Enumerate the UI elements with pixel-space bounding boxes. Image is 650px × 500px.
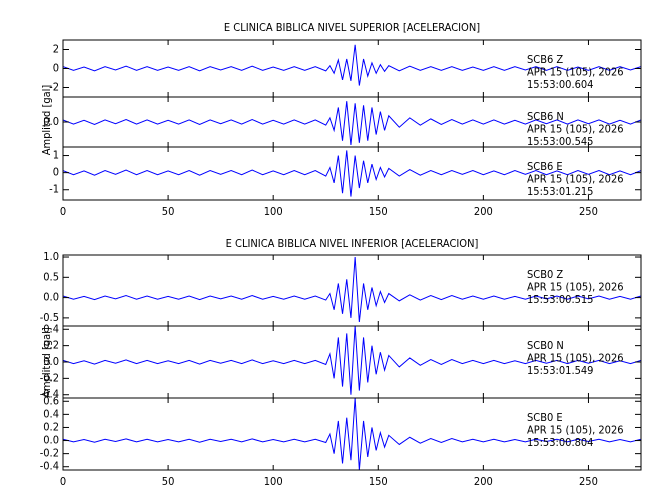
y-tick-label: 1.0 xyxy=(43,250,59,263)
y-tick-label: 0.2 xyxy=(43,420,59,433)
trace-annotation: APR 15 (105), 2026 xyxy=(527,123,624,136)
y-tick-label: -0.5 xyxy=(40,311,59,324)
x-tick-label: 250 xyxy=(579,475,598,488)
trace-annotation: 15:53:00.515 xyxy=(527,293,593,306)
y-axis-label: Amplitud [gal] xyxy=(40,85,53,156)
waveform xyxy=(63,326,641,395)
trace-annotation: 15:53:01.215 xyxy=(527,185,593,198)
trace-annotation: 15:53:00.545 xyxy=(527,135,593,148)
trace-annotation: SCB0 Z xyxy=(527,268,563,281)
y-tick-label: 1 xyxy=(53,149,59,162)
x-tick-label: 0 xyxy=(60,205,66,218)
waveform xyxy=(63,256,641,322)
y-tick-label: 0.0 xyxy=(43,434,59,447)
y-tick-label: -0.4 xyxy=(40,388,59,401)
y-tick-label: -2 xyxy=(49,81,59,94)
trace-annotation: SCB6 E xyxy=(527,160,563,173)
trace-annotation: APR 15 (105), 2026 xyxy=(527,66,624,79)
y-tick-label: 0.2 xyxy=(43,339,59,352)
x-tick-label: 50 xyxy=(162,475,175,488)
trace-annotation: APR 15 (105), 2026 xyxy=(527,173,624,186)
y-tick-label: 0.4 xyxy=(43,407,59,420)
y-tick-label: 0.4 xyxy=(43,322,59,335)
y-tick-label: -0.2 xyxy=(40,447,59,460)
waveform xyxy=(63,101,641,145)
y-tick-label: -0.2 xyxy=(40,371,59,384)
plot-frame xyxy=(62,146,642,201)
plot-frame xyxy=(62,397,642,471)
y-tick-label: 0.0 xyxy=(43,115,59,128)
x-tick-label: 100 xyxy=(264,205,283,218)
trace-annotation: APR 15 (105), 2026 xyxy=(527,424,624,437)
trace-annotation: SCB6 Z xyxy=(527,53,563,66)
chart-title: E CLINICA BIBLICA NIVEL INFERIOR [ACELER… xyxy=(226,237,479,250)
trace-annotation: SCB0 E xyxy=(527,411,563,424)
y-tick-label: -0.4 xyxy=(40,460,59,473)
y-tick-label: 0.0 xyxy=(43,291,59,304)
trace-annotation: 15:53:01.549 xyxy=(527,364,593,377)
waveform xyxy=(63,150,641,197)
trace-annotation: SCB0 N xyxy=(527,339,564,352)
x-tick-label: 250 xyxy=(579,205,598,218)
y-tick-label: 0.6 xyxy=(43,394,59,407)
y-tick-label: 0.0 xyxy=(43,355,59,368)
x-tick-label: 150 xyxy=(369,475,388,488)
x-tick-label: 50 xyxy=(162,205,175,218)
trace-annotation: SCB6 N xyxy=(527,110,564,123)
x-tick-label: 150 xyxy=(369,205,388,218)
waveform xyxy=(63,44,641,86)
x-tick-label: 0 xyxy=(60,475,66,488)
chart-title: E CLINICA BIBLICA NIVEL SUPERIOR [ACELER… xyxy=(224,21,480,34)
y-tick-label: 2 xyxy=(53,43,59,56)
y-axis-label: Amplitud [gal] xyxy=(40,327,53,398)
trace-annotation: APR 15 (105), 2026 xyxy=(527,352,624,365)
trace-annotation: 15:53:00.804 xyxy=(527,436,593,449)
x-tick-label: 200 xyxy=(474,205,493,218)
trace-annotation: APR 15 (105), 2026 xyxy=(527,281,624,294)
waveform xyxy=(63,398,641,470)
x-tick-label: 100 xyxy=(264,475,283,488)
x-tick-label: 200 xyxy=(474,475,493,488)
y-tick-label: -1 xyxy=(49,183,59,196)
y-tick-label: 0 xyxy=(53,166,59,179)
y-tick-label: 0.5 xyxy=(43,270,59,283)
trace-annotation: 15:53:00.604 xyxy=(527,78,593,91)
y-tick-label: 0 xyxy=(53,62,59,75)
